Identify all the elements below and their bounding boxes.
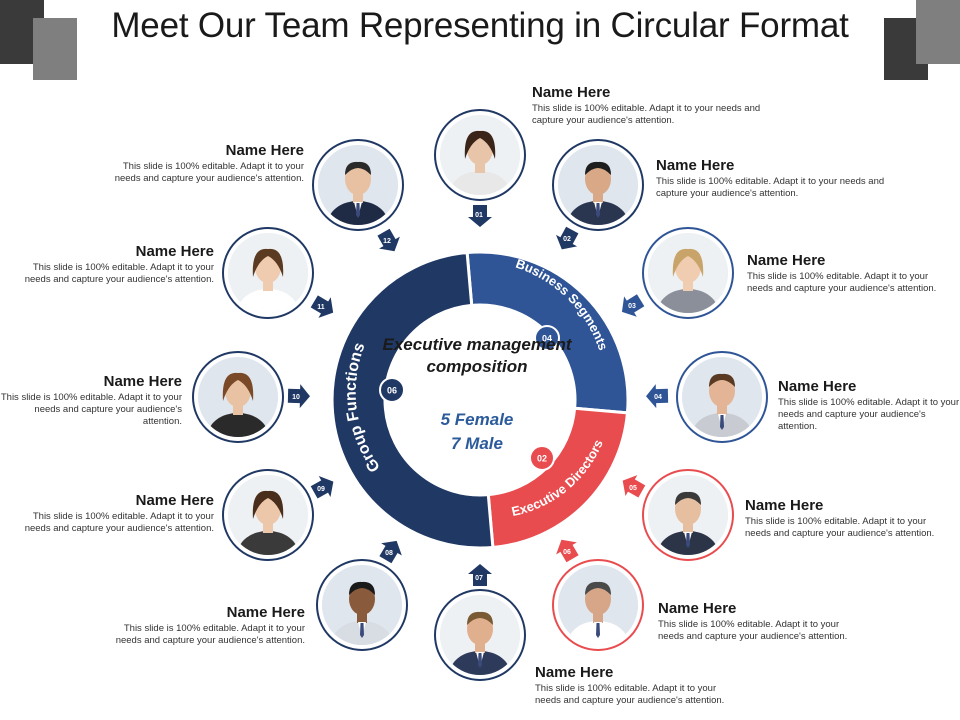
- member-06: Name Here This slide is 100% editable. A…: [658, 600, 863, 643]
- arrow-number: 11: [317, 304, 325, 311]
- member-name: Name Here: [225, 142, 304, 159]
- man-portrait-icon: [552, 139, 644, 231]
- arrow-marker: 01: [468, 205, 492, 227]
- woman-portrait-icon: [222, 227, 314, 319]
- segment-badges: 04 02 06: [379, 325, 560, 471]
- arrow-marker: 04: [646, 384, 669, 409]
- arrow-number: 12: [383, 238, 391, 245]
- member-01: Name Here This slide is 100% editable. A…: [532, 84, 772, 127]
- arrow-marker: 10: [287, 384, 310, 409]
- member-12: Name Here This slide is 100% editable. A…: [100, 142, 304, 185]
- arrow-marker: 02: [556, 226, 579, 250]
- member-name: Name Here: [226, 604, 305, 621]
- member-name: Name Here: [778, 378, 857, 395]
- member-05: Name Here This slide is 100% editable. A…: [745, 497, 950, 540]
- arrow-number: 07: [475, 575, 483, 582]
- man-portrait-icon: [316, 559, 408, 651]
- arrow-marker: 03: [621, 294, 645, 317]
- svg-text:06: 06: [387, 386, 397, 396]
- member-description: This slide is 100% editable. Adapt it to…: [24, 511, 214, 534]
- segment-number-badge: 04: [534, 325, 560, 351]
- member-description: This slide is 100% editable. Adapt it to…: [778, 397, 960, 432]
- member-name: Name Here: [532, 84, 611, 101]
- arrow-marker: 07: [468, 564, 492, 586]
- arrow-marker: 06: [556, 539, 579, 563]
- member-07: Name Here This slide is 100% editable. A…: [535, 664, 740, 707]
- member-09: Name Here This slide is 100% editable. A…: [10, 492, 214, 535]
- woman-portrait-icon: [192, 351, 284, 443]
- arrow-number: 06: [563, 549, 571, 556]
- member-portraits: [192, 109, 768, 681]
- arrow-marker: 05: [622, 475, 646, 498]
- svg-text:02: 02: [537, 454, 547, 464]
- man-portrait-icon: [676, 351, 768, 443]
- woman-portrait-icon: [642, 227, 734, 319]
- arrow-number: 02: [563, 236, 571, 243]
- woman-portrait-icon: [222, 469, 314, 561]
- arrow-number: 05: [629, 485, 637, 492]
- man-portrait-icon: [434, 589, 526, 681]
- member-name: Name Here: [658, 600, 737, 617]
- member-description: This slide is 100% editable. Adapt it to…: [532, 103, 761, 126]
- member-description: This slide is 100% editable. Adapt it to…: [535, 683, 725, 706]
- arrow-number: 10: [292, 394, 300, 401]
- member-name: Name Here: [747, 252, 826, 269]
- member-11: Name Here This slide is 100% editable. A…: [10, 243, 214, 286]
- man-portrait-icon: [642, 469, 734, 561]
- member-name: Name Here: [135, 492, 214, 509]
- member-description: This slide is 100% editable. Adapt it to…: [658, 619, 848, 642]
- svg-text:04: 04: [542, 334, 552, 344]
- member-name: Name Here: [103, 373, 182, 390]
- arrow-marker: 08: [379, 540, 402, 564]
- female-count: 5 Female: [440, 410, 514, 429]
- member-08: Name Here This slide is 100% editable. A…: [100, 604, 305, 647]
- member-description: This slide is 100% editable. Adapt it to…: [24, 262, 214, 285]
- member-02: Name Here This slide is 100% editable. A…: [656, 157, 896, 200]
- member-description: This slide is 100% editable. Adapt it to…: [745, 516, 935, 539]
- page-title: Meet Our Team Representing in Circular F…: [111, 6, 849, 45]
- man-portrait-icon: [552, 559, 644, 651]
- member-04: Name Here This slide is 100% editable. A…: [778, 378, 960, 433]
- arrow-marker: 11: [310, 295, 334, 318]
- arrow-marker: 09: [310, 476, 334, 499]
- segment-number-badge: 06: [379, 377, 405, 403]
- member-description: This slide is 100% editable. Adapt it to…: [114, 161, 304, 184]
- center-title: Executive management composition: [382, 335, 572, 376]
- arrow-number: 03: [628, 303, 636, 310]
- arrow-number: 09: [317, 486, 325, 493]
- arrow-number: 01: [475, 212, 483, 219]
- member-description: This slide is 100% editable. Adapt it to…: [747, 271, 937, 294]
- arrow-marker: 12: [377, 228, 400, 252]
- member-name: Name Here: [135, 243, 214, 260]
- member-name: Name Here: [745, 497, 824, 514]
- member-name: Name Here: [656, 157, 735, 174]
- man-portrait-icon: [312, 139, 404, 231]
- corner-decoration-right-front: [916, 0, 960, 64]
- segment-group-functions: [330, 250, 495, 550]
- woman-portrait-icon: [434, 109, 526, 201]
- member-name: Name Here: [535, 664, 614, 681]
- member-description: This slide is 100% editable. Adapt it to…: [115, 623, 305, 646]
- member-description: This slide is 100% editable. Adapt it to…: [656, 176, 885, 199]
- arrow-number: 04: [654, 394, 662, 401]
- corner-decoration-left-front: [33, 18, 77, 80]
- arrow-markers: 01 02 03 04 05 06 07 08 09 10 11 12: [287, 205, 669, 586]
- male-count: 7 Male: [451, 434, 503, 453]
- segment-number-badge: 02: [529, 445, 555, 471]
- member-description: This slide is 100% editable. Adapt it to…: [0, 392, 182, 427]
- member-03: Name Here This slide is 100% editable. A…: [747, 252, 952, 295]
- arrow-number: 08: [385, 550, 393, 557]
- member-10: Name Here This slide is 100% editable. A…: [0, 373, 182, 428]
